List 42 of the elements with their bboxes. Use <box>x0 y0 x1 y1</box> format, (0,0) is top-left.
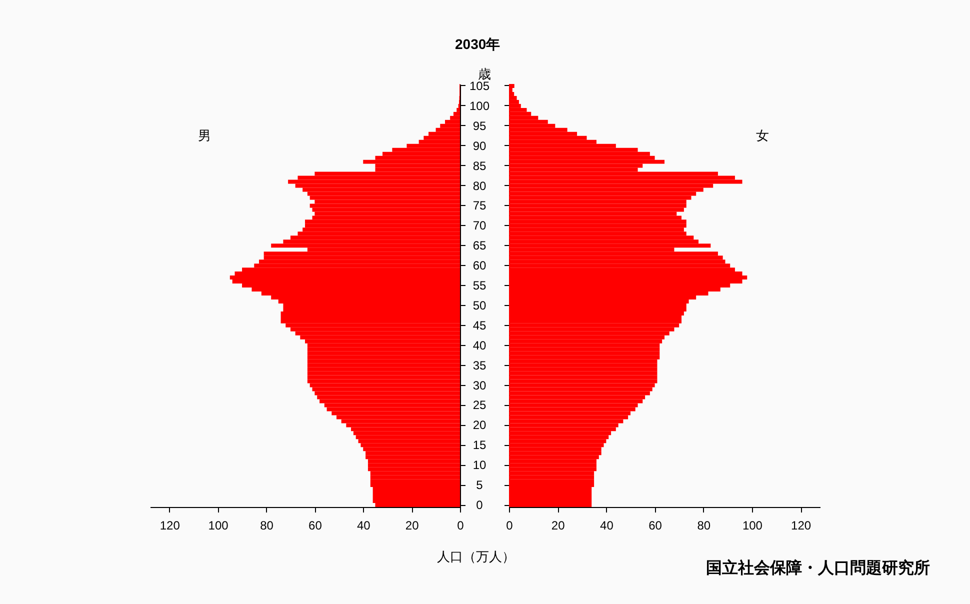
x-tick-label: 20 <box>405 518 420 532</box>
y-tick-label: 45 <box>472 318 486 332</box>
y-tick-label: 35 <box>472 358 486 372</box>
x-tick-label: 120 <box>160 518 180 532</box>
chart-title: 2030年 <box>455 36 500 54</box>
y-tick-label: 0 <box>476 498 484 512</box>
y-tick-label: 105 <box>469 78 490 93</box>
x-tick-label: 40 <box>600 518 614 532</box>
y-tick-label: 10 <box>472 458 486 472</box>
y-tick-label: 50 <box>472 298 486 312</box>
y-axis-title: 歳 <box>478 66 491 82</box>
y-tick-label: 25 <box>472 398 486 412</box>
y-tick-label: 20 <box>472 418 486 432</box>
y-tick-label: 60 <box>472 258 486 273</box>
y-tick-label: 85 <box>472 158 486 173</box>
y-tick-label: 90 <box>472 138 486 153</box>
x-tick-label: 20 <box>551 518 566 532</box>
y-tick-label: 95 <box>472 118 486 133</box>
text: 女 <box>756 127 769 145</box>
x-tick-label: 100 <box>208 518 229 532</box>
x-tick-label: 80 <box>260 518 274 532</box>
y-tick-label: 65 <box>472 238 486 253</box>
text: 男 <box>198 127 211 145</box>
text: 国立社会保障・人口問題研究所 <box>706 558 930 579</box>
y-tick-label: 100 <box>469 98 490 113</box>
x-tick-label: 0 <box>506 518 514 532</box>
y-tick-label: 75 <box>472 198 486 213</box>
y-tick-label: 15 <box>472 438 486 452</box>
y-tick-label: 80 <box>472 178 486 193</box>
x-tick-label: 60 <box>648 518 662 532</box>
x-tick-label: 40 <box>356 518 371 532</box>
x-tick-label: 100 <box>742 518 763 532</box>
y-tick-label: 55 <box>472 278 486 293</box>
y-tick-label: 5 <box>476 478 484 492</box>
x-tick-label: 80 <box>697 518 711 532</box>
x-tick-label: 120 <box>791 518 812 532</box>
y-tick-label: 30 <box>472 378 486 392</box>
y-tick-label: 40 <box>472 338 486 352</box>
x-tick-label: 60 <box>308 518 322 532</box>
x-axis-title: 人口（万人） <box>437 548 515 566</box>
x-tick-label: 0 <box>457 518 464 532</box>
y-tick-label: 70 <box>472 218 486 233</box>
